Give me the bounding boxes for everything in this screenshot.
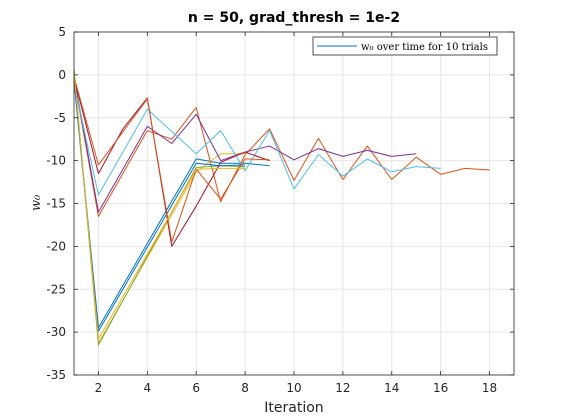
x-tick-label: 2 [95,381,103,395]
x-tick-label: 6 [192,381,200,395]
y-tick-label: -15 [46,197,66,211]
y-tick-label: -35 [46,368,66,382]
legend-box [312,36,498,56]
y-tick-label: -10 [46,154,66,168]
series-line-7 [73,77,270,247]
y-tick-label: 0 [58,68,66,82]
chart-title: n = 50, grad_thresh = 1e-2 [188,10,400,26]
y-tick-label: 5 [58,25,66,39]
y-tick-label: -5 [54,111,66,125]
series-line-4 [73,76,417,213]
x-tick-label: 16 [433,381,448,395]
legend-entry: w₀ over time for 10 trials [361,42,488,53]
y-tick-label: -20 [46,239,66,253]
x-tick-label: 10 [286,381,301,395]
x-tick-label: 18 [482,381,497,395]
y-axis-label: w₀ [29,194,44,211]
y-tick-label: -25 [46,282,66,296]
x-tick-label: 14 [384,381,399,395]
x-tick-label: 8 [241,381,249,395]
x-tick-label: 4 [144,381,152,395]
series-line-9 [73,76,270,243]
axis-ticks: 2 4 6 8 10 12 14 16 18 5 0 -5 -10 -15 -20 -25 -30 -35 [46,25,514,395]
y-tick-label: -30 [46,325,66,339]
series-line-2 [73,79,490,217]
series-line-6 [73,83,441,196]
series-lines [73,68,490,346]
x-axis-label: Iteration [264,400,323,416]
x-tick-label: 12 [335,381,350,395]
legend: w₀ over time for 10 trials [312,36,498,56]
series-line-10 [73,72,246,340]
